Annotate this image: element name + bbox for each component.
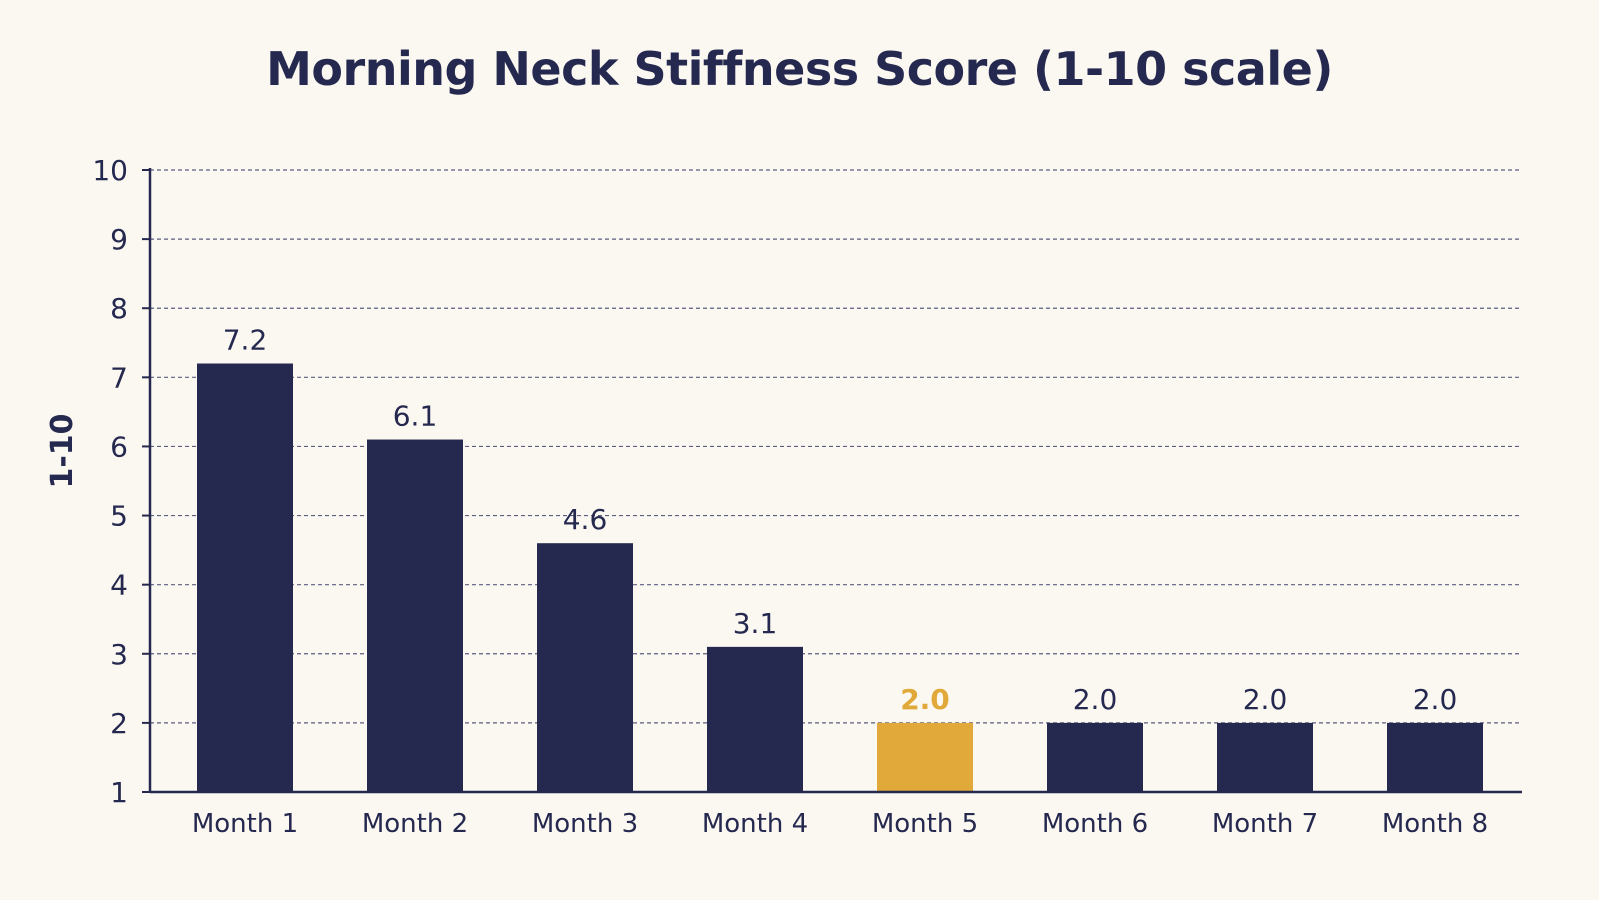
bars: [197, 363, 1483, 792]
gridlines: [150, 169, 1522, 724]
bar-month-4: [707, 646, 803, 792]
y-tick-label: 9: [110, 223, 128, 256]
chart-title: Morning Neck Stiffness Score (1-10 scale…: [266, 42, 1333, 96]
y-tick-labels: 1 2 3 4 5 6 7 8 9 10: [92, 154, 150, 809]
y-tick-label: 6: [110, 430, 128, 463]
y-axis-label: 1-10: [45, 413, 80, 488]
y-tick-label: 10: [92, 154, 128, 187]
y-tick-label: 3: [110, 638, 128, 671]
data-label: 2.0: [1413, 683, 1458, 716]
y-tick-label: 7: [110, 361, 128, 394]
data-label: 6.1: [393, 400, 438, 433]
data-label: 3.1: [733, 607, 778, 640]
y-tick-label: 8: [110, 292, 128, 325]
data-labels: 7.2 6.1 4.6 3.1 2.0 2.0 2.0 2.0: [223, 324, 1458, 716]
bar-month-8: [1387, 722, 1483, 792]
bar-month-3: [537, 543, 633, 792]
bar-month-2: [367, 439, 463, 792]
data-label: 4.6: [563, 503, 608, 536]
bar-month-1: [197, 363, 293, 792]
x-tick-labels: Month 1 Month 2 Month 3 Month 4 Month 5 Month…: [192, 809, 1488, 839]
x-tick-label: Month 5: [872, 809, 978, 839]
data-label: 7.2: [223, 324, 268, 357]
y-tick-label: 4: [110, 569, 128, 602]
x-tick-label: Month 3: [532, 809, 638, 839]
y-tick-label: 5: [110, 500, 128, 533]
x-tick-label: Month 7: [1212, 809, 1318, 839]
y-tick-label: 2: [110, 707, 128, 740]
bar-month-7: [1217, 722, 1313, 792]
x-tick-label: Month 2: [362, 809, 468, 839]
bar-month-5: [877, 722, 973, 792]
x-tick-label: Month 4: [702, 809, 808, 839]
bar-month-6: [1047, 722, 1143, 792]
x-tick-label: Month 1: [192, 809, 298, 839]
data-label: 2.0: [900, 683, 950, 716]
data-label: 2.0: [1243, 683, 1288, 716]
axes: [148, 168, 1522, 794]
data-label: 2.0: [1073, 683, 1118, 716]
y-tick-label: 1: [110, 776, 128, 809]
x-tick-label: Month 6: [1042, 809, 1148, 839]
x-tick-label: Month 8: [1382, 809, 1488, 839]
